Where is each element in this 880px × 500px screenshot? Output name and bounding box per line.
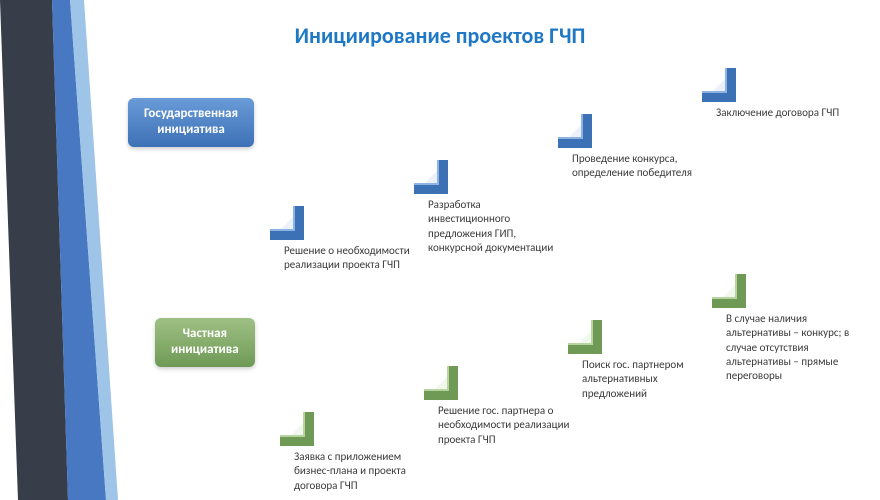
chevron-icon xyxy=(568,320,606,358)
gov-step-2-label: Разработка инвестиционного предложения Г… xyxy=(428,198,560,255)
chevron-icon xyxy=(712,274,750,312)
priv-step-1-label: Заявка с приложением бизнес-плана и прое… xyxy=(294,450,426,493)
decor-stripes xyxy=(0,0,120,500)
chevron-icon xyxy=(424,366,462,404)
priv-step-3-label: Поиск гос. партнером альтернативных пред… xyxy=(582,358,714,401)
chevron-icon xyxy=(414,160,452,198)
chevron-icon xyxy=(702,68,740,106)
priv-badge: Частнаяинициатива xyxy=(155,318,255,367)
page-title: Инициирование проектов ГЧП xyxy=(0,22,880,49)
chevron-icon xyxy=(558,114,596,152)
chevron-icon xyxy=(280,412,318,450)
gov-step-3-label: Проведение конкурса, определение победит… xyxy=(572,152,704,181)
gov-step-4-label: Заключение договора ГЧП xyxy=(716,106,848,120)
chevron-icon xyxy=(270,206,308,244)
priv-step-2-label: Решение гос. партнера о необходимости ре… xyxy=(438,404,570,447)
gov-step-1-label: Решение о необходимости реализации проек… xyxy=(284,244,416,273)
gov-badge: Государственнаяинициатива xyxy=(128,98,254,147)
priv-step-4-label: В случае наличия альтернативы – конкурс;… xyxy=(726,312,858,383)
